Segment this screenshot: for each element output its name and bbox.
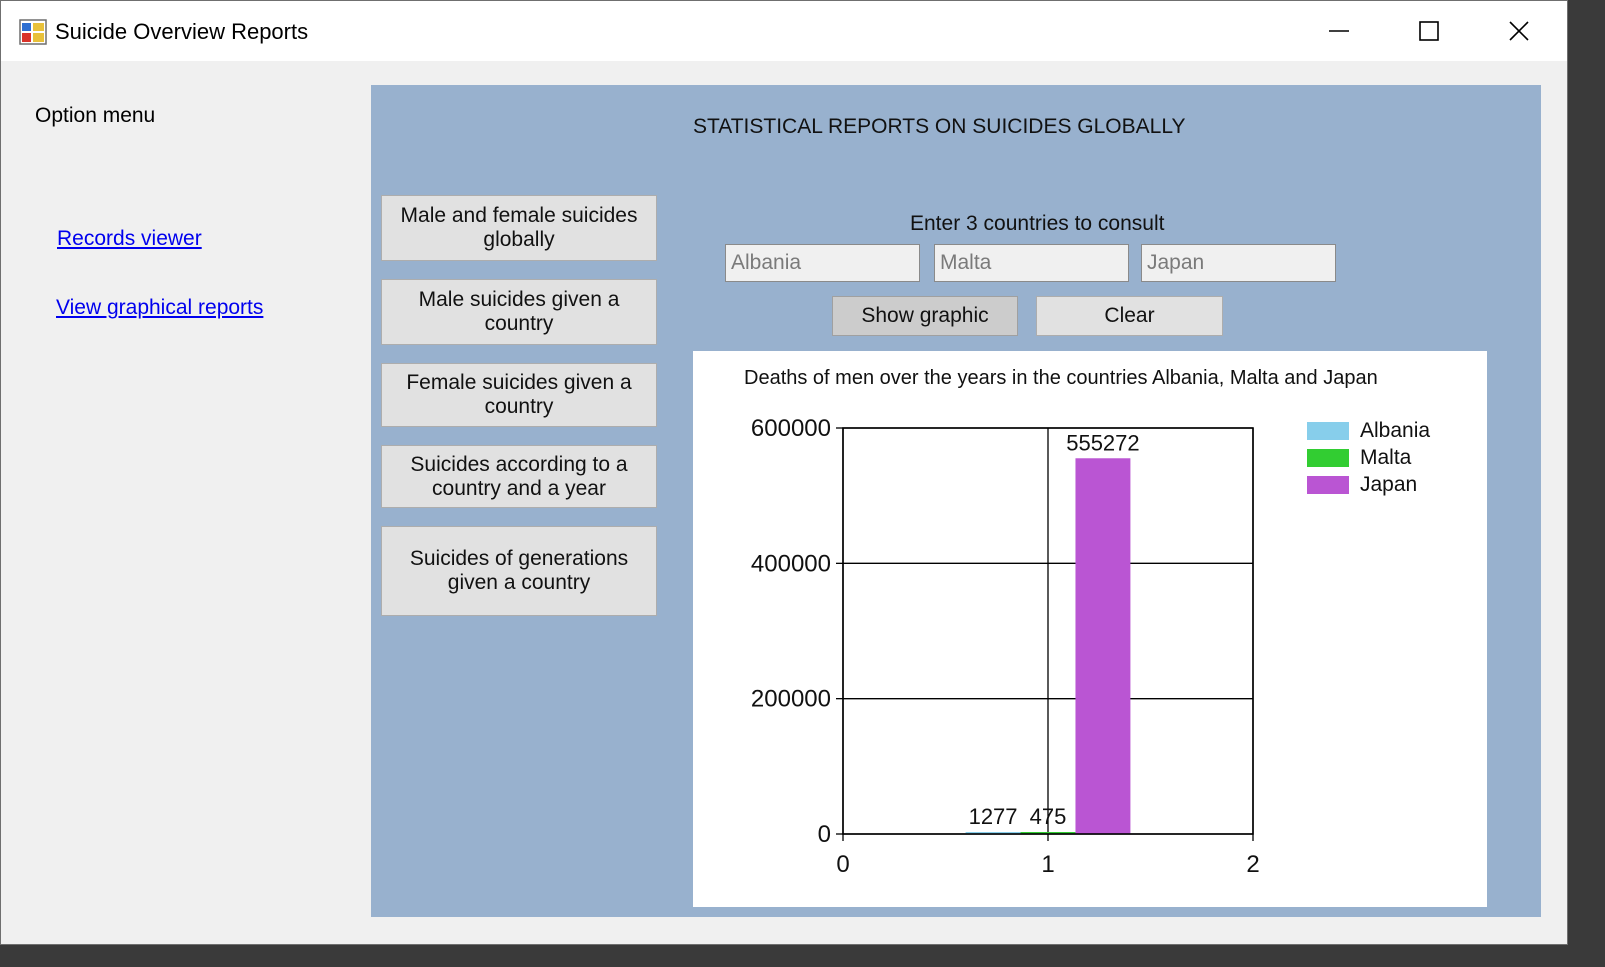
legend-swatch xyxy=(1307,422,1349,440)
reports-panel: STATISTICAL REPORTS ON SUICIDES GLOBALLY… xyxy=(371,85,1541,917)
legend-item-japan: Japan xyxy=(1307,473,1467,500)
y-tick-label: 0 xyxy=(818,821,831,848)
clear-button[interactable]: Clear xyxy=(1036,296,1223,336)
data-label-malta: 475 xyxy=(1030,804,1067,829)
app-window: Suicide Overview Reports Option menu Rec… xyxy=(0,0,1568,945)
app-icon xyxy=(19,19,47,45)
legend-swatch xyxy=(1307,476,1349,494)
female-by-country-button[interactable]: Female suicides given a country xyxy=(381,363,657,427)
data-label-japan: 555272 xyxy=(1066,430,1139,455)
legend-item-malta: Malta xyxy=(1307,446,1467,473)
y-tick-label: 400000 xyxy=(751,550,831,577)
chart-legend: Albania Malta Japan xyxy=(1307,419,1467,500)
legend-label: Japan xyxy=(1360,473,1418,496)
minimize-button[interactable] xyxy=(1294,1,1384,61)
legend-swatch xyxy=(1307,449,1349,467)
maximize-icon xyxy=(1419,21,1439,41)
bar-malta xyxy=(1020,832,1076,834)
country-input-1[interactable] xyxy=(725,244,920,282)
window-title: Suicide Overview Reports xyxy=(55,19,309,44)
plot-border xyxy=(842,427,1254,835)
legend-label: Malta xyxy=(1360,446,1412,469)
minimize-icon xyxy=(1329,30,1349,32)
option-menu-label: Option menu xyxy=(35,104,156,127)
countries-label: Enter 3 countries to consult xyxy=(910,212,1165,235)
data-label-albania: 1277 xyxy=(969,804,1018,829)
male-by-country-button[interactable]: Male suicides given a country xyxy=(381,279,657,345)
generations-by-country-button[interactable]: Suicides of generations given a country xyxy=(381,526,657,616)
country-input-2[interactable] xyxy=(934,244,1129,282)
close-icon xyxy=(1509,21,1529,41)
y-tick-label: 600000 xyxy=(751,415,831,442)
x-tick-label: 1 xyxy=(1041,851,1054,878)
chart-title: Deaths of men over the years in the coun… xyxy=(744,367,1378,389)
bar-japan xyxy=(1075,458,1131,834)
country-year-button[interactable]: Suicides according to a country and a ye… xyxy=(381,445,657,508)
title-bar: Suicide Overview Reports xyxy=(1,1,1567,61)
maximize-button[interactable] xyxy=(1384,1,1474,61)
legend-item-albania: Albania xyxy=(1307,419,1467,446)
view-graphical-reports-link[interactable]: View graphical reports xyxy=(56,296,264,319)
country-input-3[interactable] xyxy=(1141,244,1336,282)
show-graphic-button[interactable]: Show graphic xyxy=(832,296,1018,336)
bar-chart: 600000 400000 200000 00 1 2 1277 475 555272 xyxy=(751,415,1260,878)
reports-title: STATISTICAL REPORTS ON SUICIDES GLOBALLY xyxy=(693,115,1186,138)
y-tick-label: 200000 xyxy=(751,686,831,713)
records-viewer-link[interactable]: Records viewer xyxy=(57,227,202,250)
male-female-global-button[interactable]: Male and female suicides globally xyxy=(381,195,657,261)
bar-albania xyxy=(965,832,1021,834)
x-tick-label: 0 xyxy=(836,851,849,878)
x-tick-label: 2 xyxy=(1246,851,1259,878)
legend-label: Albania xyxy=(1360,419,1431,442)
close-button[interactable] xyxy=(1474,1,1564,61)
chart-area: Deaths of men over the years in the coun… xyxy=(693,351,1487,907)
